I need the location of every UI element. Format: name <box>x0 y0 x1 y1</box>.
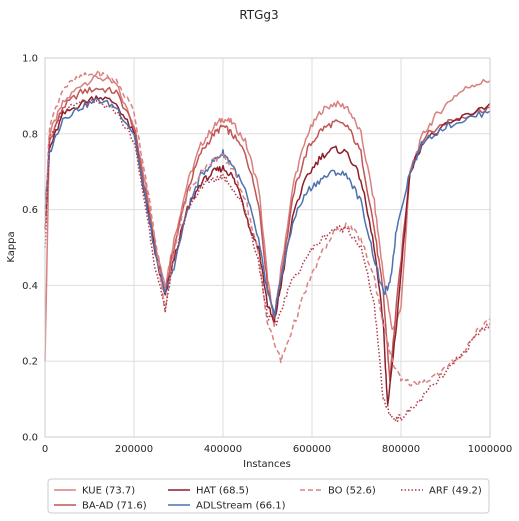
x-tick-label: 400000 <box>204 444 242 455</box>
legend-label-3: ADLStream (66.1) <box>196 501 286 512</box>
series-line-0 <box>44 74 491 362</box>
y-tick-label: 1.0 <box>22 54 38 65</box>
plot-frame <box>44 57 491 438</box>
legend: KUE (73.7) BA-AD (71.6) HAT (68.5) ADLStrea… <box>47 478 490 514</box>
legend-label-0: KUE (73.7) <box>82 486 135 497</box>
series-line-4 <box>44 69 491 387</box>
legend-label-2: HAT (68.5) <box>196 486 249 497</box>
series-line-3 <box>44 97 491 318</box>
y-axis-ticks: 0.0 0.2 0.4 0.6 0.8 1.0 <box>22 54 38 444</box>
x-axis-ticks: 0 200000 400000 600000 800000 1000000 <box>42 444 512 455</box>
x-tick-label: 800000 <box>382 444 420 455</box>
series-line-2 <box>44 95 491 406</box>
series-line-1 <box>44 86 491 382</box>
y-tick-label: 0.6 <box>22 205 38 216</box>
legend-label-5: ARF (49.2) <box>429 486 482 497</box>
series-layer <box>44 69 491 423</box>
chart-title: RTGg3 <box>239 8 278 22</box>
y-axis-label: Kappa <box>6 231 17 262</box>
y-tick-label: 0.2 <box>22 357 38 368</box>
x-tick-label: 0 <box>42 444 48 455</box>
legend-frame <box>47 478 490 514</box>
x-tick-label: 600000 <box>293 444 331 455</box>
series-line-5 <box>44 99 491 423</box>
legend-label-4: BO (52.6) <box>328 486 376 497</box>
x-tick-label: 200000 <box>115 444 153 455</box>
grid <box>44 57 491 438</box>
x-axis-label: Instances <box>243 459 291 470</box>
y-tick-label: 0.4 <box>22 281 38 292</box>
y-tick-label: 0.0 <box>22 433 38 444</box>
legend-label-1: BA-AD (71.6) <box>82 501 147 512</box>
x-tick-label: 1000000 <box>468 444 513 455</box>
y-tick-label: 0.8 <box>22 129 38 140</box>
